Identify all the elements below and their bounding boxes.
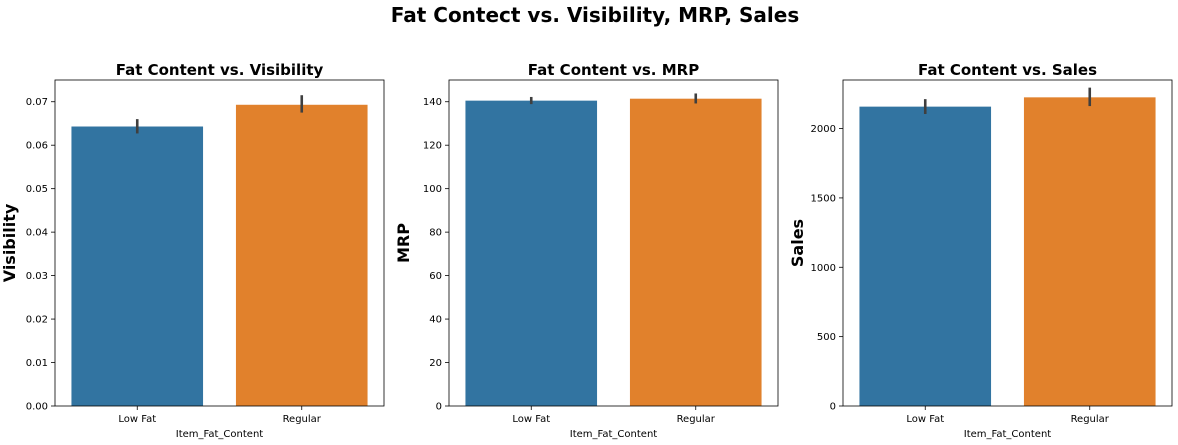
y-tick-label: 0.07 xyxy=(26,97,48,108)
y-tick-label: 2000 xyxy=(811,124,836,135)
x-tick-label: Regular xyxy=(677,414,716,425)
y-tick-label: 1000 xyxy=(811,263,836,274)
x-axis-label: Item_Fat_Content xyxy=(964,429,1051,440)
figure-suptitle: Fat Contect vs. Visibility, MRP, Sales xyxy=(391,3,799,27)
y-tick-label: 1500 xyxy=(811,193,836,204)
bar-regular xyxy=(629,98,762,406)
x-tick-label: Regular xyxy=(283,414,322,425)
axes-frame xyxy=(54,79,385,407)
chart-panels: Low Fat Regular 0.00 0.01 0.02 0.03 0.04 0.05 0.… xyxy=(0,61,1173,440)
y-tick-label: 0.01 xyxy=(26,358,48,369)
bar-low-fat xyxy=(465,100,598,406)
y-axis-label: MRP xyxy=(394,223,413,263)
chart-panel-1: Low Fat Regular 0.00 0.01 0.02 0.03 0.04 0.05 0.… xyxy=(0,61,385,440)
bar-regular xyxy=(235,104,368,406)
y-tick-label: 0.04 xyxy=(26,228,48,239)
y-tick-label: 0.00 xyxy=(26,402,48,413)
bar-low-fat xyxy=(71,126,204,406)
y-tick-label: 20 xyxy=(429,358,442,369)
chart-title: Fat Content vs. MRP xyxy=(528,61,699,79)
axes-frame xyxy=(842,79,1173,407)
x-tick-label: Low Fat xyxy=(118,414,156,425)
y-tick-label: 100 xyxy=(423,184,442,195)
x-axis-label: Item_Fat_Content xyxy=(176,429,263,440)
x-tick-label: Regular xyxy=(1071,414,1110,425)
y-tick-label: 500 xyxy=(817,332,836,343)
y-tick-label: 80 xyxy=(429,228,442,239)
chart-panel-3: Low Fat Regular 0 500 1000 1500 2000 Fat Conten… xyxy=(788,61,1173,440)
y-tick-label: 0.05 xyxy=(26,184,48,195)
x-tick-label: Low Fat xyxy=(512,414,550,425)
y-tick-label: 40 xyxy=(429,315,442,326)
chart-title: Fat Content vs. Visibility xyxy=(116,61,324,79)
y-tick-label: 140 xyxy=(423,97,442,108)
bar-low-fat xyxy=(859,106,992,407)
y-tick-label: 60 xyxy=(429,271,442,282)
y-tick-label: 0 xyxy=(830,402,836,413)
chart-title: Fat Content vs. Sales xyxy=(918,61,1097,79)
axes-frame xyxy=(448,79,779,407)
chart-panel-2: Low Fat Regular 0 20 40 60 80 100 120 140 Fat Cont… xyxy=(394,61,779,440)
y-tick-label: 0.02 xyxy=(26,315,48,326)
y-tick-label: 120 xyxy=(423,141,442,152)
y-axis-label: Visibility xyxy=(0,203,19,282)
y-axis-label: Sales xyxy=(788,219,807,267)
x-axis-label: Item_Fat_Content xyxy=(570,429,657,440)
y-tick-label: 0.03 xyxy=(26,271,48,282)
y-tick-label: 0.06 xyxy=(26,141,48,152)
x-tick-label: Low Fat xyxy=(906,414,944,425)
y-tick-label: 0 xyxy=(436,402,442,413)
bar-regular xyxy=(1023,97,1156,406)
